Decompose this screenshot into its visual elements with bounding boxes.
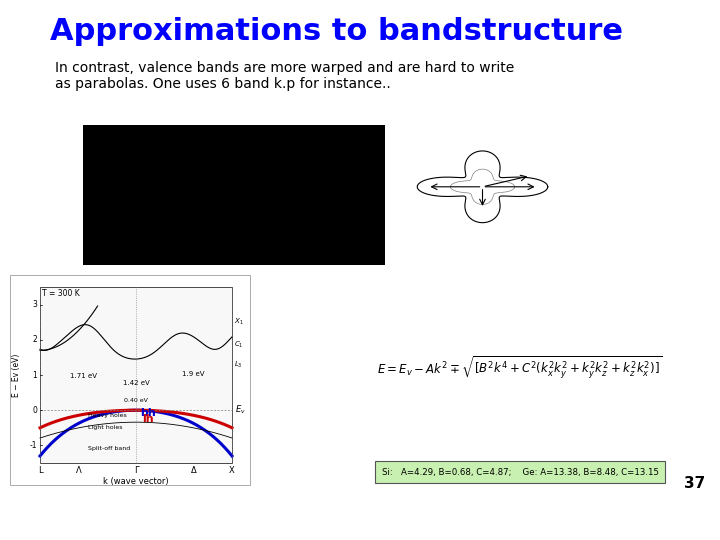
Text: 0: 0 (32, 406, 37, 415)
Bar (40, 287, 232, 463)
Text: Λ: Λ (76, 466, 81, 475)
Text: X: X (229, 466, 235, 475)
Text: k (wave vector): k (wave vector) (103, 477, 168, 486)
Text: $E_v$: $E_v$ (235, 404, 246, 416)
Text: as parabolas. One uses 6 band k.p for instance..: as parabolas. One uses 6 band k.p for in… (55, 77, 391, 91)
Text: Γ: Γ (134, 466, 138, 475)
Text: 1.71 eV: 1.71 eV (70, 373, 96, 379)
Text: 1.9 eV: 1.9 eV (182, 370, 205, 377)
Text: $E = E_v - Ak^2 \mp \sqrt{[B^2k^4 + C^2(k_x^2k_y^2 + k_y^2k_z^2 + k_z^2k_x^2)]}$: $E = E_v - Ak^2 \mp \sqrt{[B^2k^4 + C^2(… (377, 355, 662, 381)
Text: $C_1$: $C_1$ (234, 340, 243, 350)
Text: 37: 37 (684, 476, 705, 490)
Text: 1: 1 (32, 370, 37, 380)
Bar (385, 110, 580, 270)
Text: Δ: Δ (191, 466, 197, 475)
Text: E − Ev (eV): E − Ev (eV) (12, 353, 20, 397)
Text: $X_1$: $X_1$ (234, 317, 243, 327)
Text: 0.40 eV: 0.40 eV (124, 399, 148, 403)
Text: -1: -1 (30, 441, 37, 450)
Text: 2: 2 (32, 335, 37, 345)
Text: Light holes: Light holes (88, 424, 122, 429)
Text: 3: 3 (32, 300, 37, 309)
Bar (375, 461, 665, 483)
Text: Si:   A=4.29, B=0.68, C=4.87;    Ge: A=13.38, B=8.48, C=13.15: Si: A=4.29, B=0.68, C=4.87; Ge: A=13.38,… (382, 468, 659, 476)
Text: $L_3$: $L_3$ (234, 359, 243, 369)
Text: Split-off band: Split-off band (88, 446, 130, 450)
Text: 1.42 eV: 1.42 eV (122, 380, 149, 386)
Text: Approximations to bandstructure: Approximations to bandstructure (50, 17, 623, 46)
Text: L: L (37, 466, 42, 475)
Text: T = 300 K: T = 300 K (42, 289, 80, 298)
Bar (10, 275, 250, 485)
Text: In contrast, valence bands are more warped and are hard to write: In contrast, valence bands are more warp… (55, 61, 514, 75)
Text: Heavy holes: Heavy holes (88, 413, 127, 417)
Text: hh: hh (140, 408, 156, 418)
Text: lh: lh (142, 414, 153, 424)
Bar (83, 125, 561, 265)
